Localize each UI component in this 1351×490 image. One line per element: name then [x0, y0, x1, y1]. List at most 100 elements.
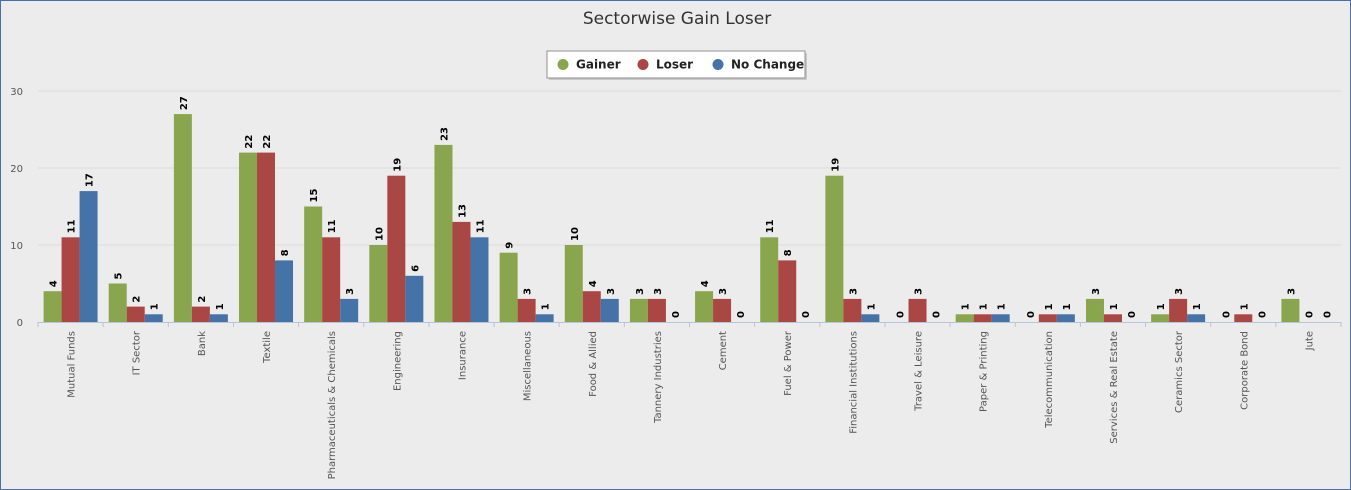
bar-gainer[interactable]	[695, 291, 714, 322]
bar-gainer[interactable]	[825, 175, 844, 322]
bar-gainer[interactable]	[499, 252, 518, 322]
bar-loser[interactable]	[1038, 314, 1057, 322]
data-label: 0	[1127, 311, 1138, 318]
bar-loser[interactable]	[778, 260, 797, 322]
x-tick-label: Fuel & Power	[783, 330, 794, 396]
data-label: 1	[1062, 303, 1073, 310]
bar-loser[interactable]	[452, 221, 471, 322]
bar-loser[interactable]	[582, 291, 601, 322]
data-label: 3	[635, 288, 646, 295]
chart-title: Sectorwise Gain Loser	[583, 9, 771, 29]
bar-loser[interactable]	[713, 298, 732, 322]
data-label: 3	[1286, 288, 1297, 295]
data-label: 1	[1109, 303, 1120, 310]
bar-no-change[interactable]	[991, 314, 1010, 322]
bar-no-change[interactable]	[340, 298, 359, 322]
bar-loser[interactable]	[1234, 314, 1253, 322]
bar-no-change[interactable]	[405, 275, 424, 322]
data-label: 17	[85, 173, 96, 187]
x-tick-label: Paper & Printing	[979, 331, 990, 412]
bar-gainer[interactable]	[173, 114, 192, 322]
data-label: 4	[700, 280, 711, 287]
x-tick-label: Bank	[197, 331, 208, 356]
x-axis: Mutual Funds IT Sector Bank Textile Pharmace…	[37, 322, 1342, 479]
x-tick-label: Services & Real Estate	[1109, 331, 1120, 444]
data-label: 27	[179, 96, 190, 110]
bar-gainer[interactable]	[434, 144, 453, 322]
bar-gainer[interactable]	[955, 314, 974, 322]
bar-gainer[interactable]	[1151, 314, 1170, 322]
bar-gainer[interactable]	[239, 152, 258, 322]
data-label: 3	[653, 288, 664, 295]
x-tick-label: Miscellaneous	[523, 331, 534, 401]
legend-item-label[interactable]: Loser	[656, 58, 693, 72]
bar-no-change[interactable]	[275, 260, 294, 322]
bar-loser[interactable]	[191, 306, 210, 322]
legend-item-label[interactable]: No Change	[731, 58, 804, 72]
bar-no-change[interactable]	[1056, 314, 1075, 322]
x-tick-label: Pharmaceuticals & Chemicals	[327, 331, 338, 479]
x-tick-label: IT Sector	[132, 330, 143, 375]
bar-gainer[interactable]	[1085, 298, 1104, 322]
bar-loser[interactable]	[1103, 314, 1122, 322]
bar-no-change[interactable]	[470, 237, 489, 322]
bar-no-change[interactable]	[209, 314, 228, 322]
data-label: 22	[262, 135, 273, 149]
bar-no-change[interactable]	[600, 298, 619, 322]
bar-loser[interactable]	[1169, 298, 1188, 322]
bar-loser[interactable]	[973, 314, 992, 322]
bar-no-change[interactable]	[1187, 314, 1206, 322]
x-tick-label: Jute	[1304, 331, 1315, 351]
data-label: 0	[1322, 311, 1333, 318]
data-label: 11	[475, 219, 486, 233]
bar-gainer[interactable]	[369, 245, 388, 322]
bar-loser[interactable]	[61, 237, 80, 322]
data-label: 0	[736, 311, 747, 318]
data-label: 0	[932, 311, 943, 318]
data-label: 1	[1156, 303, 1167, 310]
bars	[43, 114, 1300, 323]
bar-loser[interactable]	[257, 152, 276, 322]
bar-gainer[interactable]	[43, 291, 62, 322]
legend-item-label[interactable]: Gainer	[576, 58, 621, 72]
bar-gainer[interactable]	[629, 298, 648, 322]
data-label: 0	[896, 311, 907, 318]
legend-marker	[637, 59, 649, 70]
data-label: 19	[392, 158, 403, 172]
x-tick-label: Food & Allied	[588, 331, 599, 397]
data-label: 3	[1091, 288, 1102, 295]
data-label: 1	[541, 303, 552, 310]
data-label: 1	[150, 303, 161, 310]
bar-gainer[interactable]	[760, 237, 779, 322]
bar-no-change[interactable]	[144, 314, 163, 322]
bar-loser[interactable]	[387, 175, 406, 322]
data-label: 1	[866, 303, 877, 310]
bar-loser[interactable]	[647, 298, 666, 322]
bar-gainer[interactable]	[1281, 298, 1300, 322]
legend: Gainer Loser No Change	[546, 50, 807, 80]
bar-loser[interactable]	[322, 237, 341, 322]
x-tick-label: Mutual Funds	[67, 331, 78, 398]
x-tick-label: Ceramics Sector	[1174, 330, 1185, 413]
bar-gainer[interactable]	[304, 206, 323, 323]
data-label: 2	[132, 296, 143, 303]
data-label: 8	[280, 249, 291, 256]
bar-gainer[interactable]	[564, 245, 583, 322]
bar-loser[interactable]	[843, 298, 862, 322]
bar-gainer[interactable]	[108, 283, 127, 323]
x-tick-label: Telecommunication	[1044, 331, 1055, 429]
bar-loser[interactable]	[517, 298, 536, 322]
data-label: 19	[830, 158, 841, 172]
bar-loser[interactable]	[126, 306, 145, 322]
bar-loser[interactable]	[908, 298, 927, 322]
bar-no-change[interactable]	[535, 314, 554, 322]
legend-marker	[557, 59, 569, 70]
data-label: 11	[765, 219, 776, 233]
data-label: 11	[67, 219, 78, 233]
x-tick-label: Engineering	[392, 331, 403, 391]
bar-no-change[interactable]	[861, 314, 880, 322]
bar-no-change[interactable]	[79, 191, 98, 322]
data-label: 3	[848, 288, 859, 295]
